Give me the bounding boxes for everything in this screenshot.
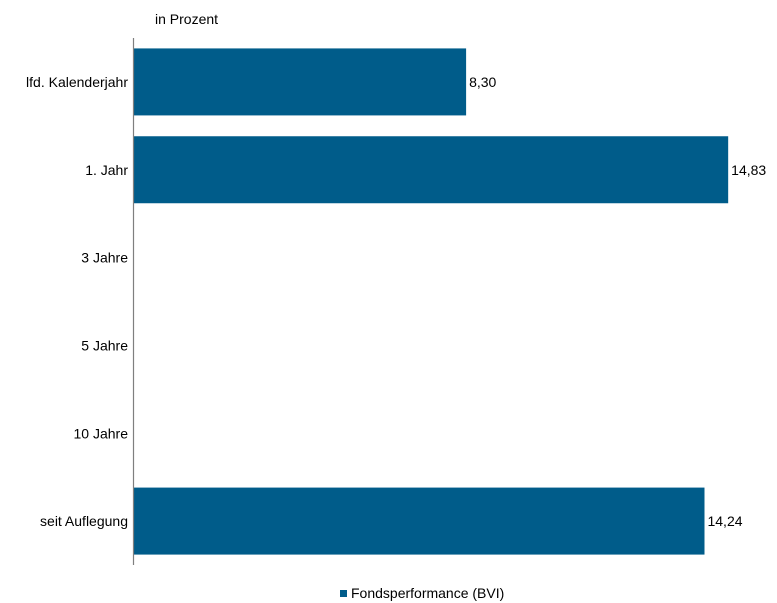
unit-label: in Prozent [155,11,219,27]
bar [133,48,467,116]
bar [133,136,729,204]
legend: Fondsperformance (BVI) [340,584,504,602]
bar [133,487,705,555]
category-label: 10 Jahre [74,425,129,441]
category-label: 5 Jahre [81,337,128,353]
data-label: 14,24 [707,513,742,529]
category-label: 3 Jahre [81,250,128,266]
legend-label: Fondsperformance (BVI) [351,585,505,601]
legend-swatch [340,589,347,597]
category-label: 1. Jahr [85,162,128,178]
data-label: 14,83 [731,162,766,178]
category-label: lfd. Kalenderjahr [26,74,128,90]
category-label: seit Auflegung [40,513,128,529]
data-label: 8,30 [469,74,496,90]
